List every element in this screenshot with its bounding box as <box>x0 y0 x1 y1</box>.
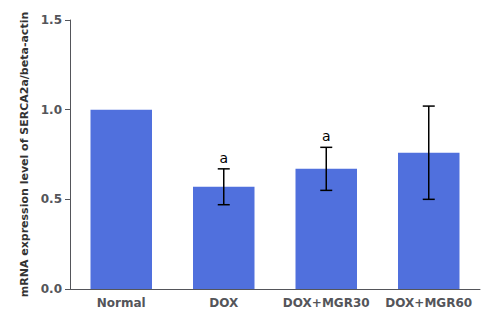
svg-text:1.5: 1.5 <box>41 13 62 27</box>
svg-text:a: a <box>219 150 228 166</box>
svg-text:1.0: 1.0 <box>41 103 62 117</box>
svg-text:DOX+MGR30: DOX+MGR30 <box>283 296 370 310</box>
svg-text:a: a <box>322 128 331 144</box>
svg-text:DOX+MGR60: DOX+MGR60 <box>385 296 472 310</box>
svg-text:mRNA expression level of SERCA: mRNA expression level of SERCA2a/beta-ac… <box>18 12 31 297</box>
svg-text:DOX: DOX <box>209 296 239 310</box>
svg-text:Normal: Normal <box>97 296 146 310</box>
svg-text:0.0: 0.0 <box>41 282 62 296</box>
svg-text:0.5: 0.5 <box>41 192 62 206</box>
